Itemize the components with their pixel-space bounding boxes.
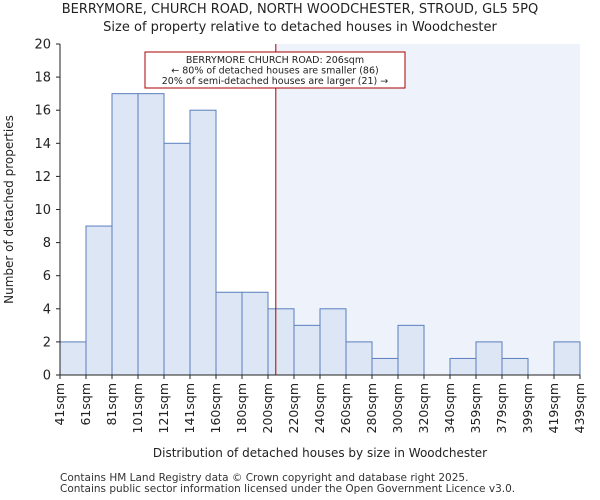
x-tick-label-280sqm: 280sqm: [364, 383, 379, 433]
annotation-line-2: ← 80% of detached houses are smaller (86…: [171, 66, 378, 77]
x-axis-label: Distribution of detached houses by size …: [153, 446, 487, 460]
bar-61sqm: [85, 225, 113, 376]
x-tick-label-439sqm: 439sqm: [572, 383, 587, 433]
x-tick-label-379sqm: 379sqm: [494, 383, 509, 433]
x-tick-label-359sqm: 359sqm: [468, 383, 483, 433]
x-tick-label-160sqm: 160sqm: [208, 383, 223, 433]
bar-121sqm: [163, 142, 191, 376]
x-tick-label-220sqm: 220sqm: [286, 383, 301, 433]
bar-180sqm: [241, 291, 269, 376]
annotation-frame: [144, 51, 406, 89]
x-tick-label-81sqm: 81sqm: [104, 383, 119, 426]
x-tick-label-61sqm: 61sqm: [78, 383, 93, 426]
annotation-box: BERRYMORE CHURCH ROAD: 206sqm ← 80% of d…: [144, 51, 406, 89]
x-tick-label-41sqm: 41sqm: [52, 383, 67, 426]
x-tick-label-121sqm: 121sqm: [156, 383, 171, 433]
bar-200sqm: [267, 308, 295, 376]
x-tick-label-101sqm: 101sqm: [130, 383, 145, 433]
y-tick-label-20: 20: [34, 38, 51, 53]
y-tick-label-18: 18: [34, 71, 51, 86]
bar-260sqm: [345, 341, 373, 376]
x-tick-label-399sqm: 399sqm: [520, 383, 535, 433]
y-tick-label-8: 8: [43, 236, 51, 251]
bars-group: [59, 93, 581, 376]
footer-line-1: Contains HM Land Registry data © Crown c…: [60, 472, 469, 484]
x-tick-label-260sqm: 260sqm: [338, 383, 353, 433]
footer-line-2: Contains public sector information licen…: [60, 483, 516, 495]
x-tick-label-419sqm: 419sqm: [546, 383, 561, 433]
x-tick-label-141sqm: 141sqm: [182, 383, 197, 433]
bar-160sqm: [215, 291, 243, 376]
x-ticks: 41sqm 61sqm 81sqm 101sqm 121sqm 141sqm 160sqm 1…: [52, 375, 587, 433]
annotation-line-3: 20% of semi-detached houses are larger (…: [162, 76, 389, 87]
x-tick-label-200sqm: 200sqm: [260, 383, 275, 433]
y-tick-label-6: 6: [43, 269, 51, 284]
y-ticks: 0 2 4 6 8 10 12 14 16 18 20: [34, 38, 60, 384]
bar-359sqm: [475, 341, 503, 376]
bar-41sqm: [59, 341, 87, 376]
y-tick-label-12: 12: [34, 170, 51, 185]
chart-title: BERRYMORE, CHURCH ROAD, NORTH WOODCHESTE…: [61, 2, 539, 17]
x-tick-label-340sqm: 340sqm: [442, 383, 457, 433]
bar-340sqm: [449, 357, 477, 376]
y-tick-label-10: 10: [34, 203, 51, 218]
y-tick-label-14: 14: [34, 137, 51, 152]
bar-379sqm: [501, 357, 529, 376]
x-tick-label-320sqm: 320sqm: [416, 383, 431, 433]
bar-240sqm: [319, 308, 347, 376]
annotation-line-1: BERRYMORE CHURCH ROAD: 206sqm: [186, 55, 364, 66]
y-tick-label-0: 0: [43, 369, 51, 384]
bar-81sqm: [111, 93, 139, 376]
bar-101sqm: [137, 93, 165, 376]
y-axis-label: Number of detached properties: [2, 115, 16, 304]
chart-subtitle: Size of property relative to detached ho…: [103, 20, 497, 35]
y-tick-label-16: 16: [34, 104, 51, 119]
x-tick-label-240sqm: 240sqm: [312, 383, 327, 433]
x-tick-label-300sqm: 300sqm: [390, 383, 405, 433]
bar-419sqm: [553, 341, 581, 376]
bar-300sqm: [397, 324, 425, 376]
y-tick-label-4: 4: [43, 302, 51, 317]
x-tick-label-180sqm: 180sqm: [234, 383, 249, 433]
bar-141sqm: [189, 109, 217, 376]
bar-220sqm: [293, 324, 321, 376]
bar-280sqm: [371, 357, 399, 376]
y-tick-label-2: 2: [43, 335, 51, 350]
